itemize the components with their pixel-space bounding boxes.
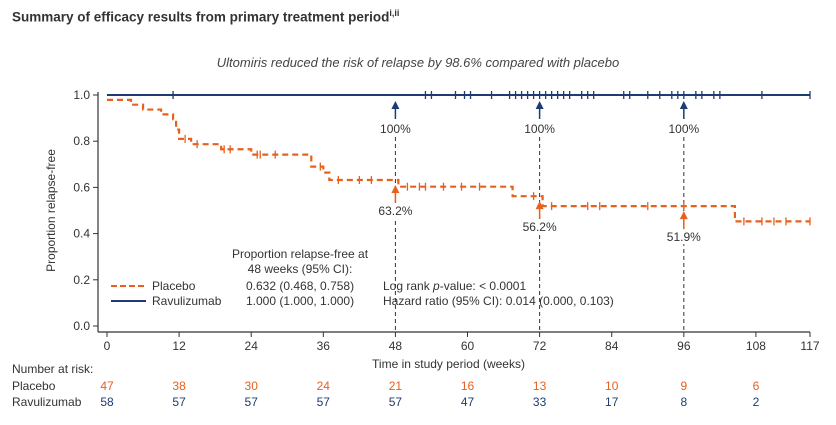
x-tick-label: 96: [677, 339, 691, 353]
y-tick-label: 0.0: [73, 319, 90, 333]
y-tick-label: 1.0: [73, 88, 90, 102]
y-tick-label: 0.6: [73, 180, 90, 194]
y-axis-label: Proportion relapse-free: [44, 149, 58, 272]
annotation-label-bg: [519, 121, 560, 136]
legend-header-line1: Proportion relapse-free at: [232, 247, 369, 261]
risk-count: 21: [389, 379, 403, 393]
risk-row-label: Ravulizumab: [12, 395, 82, 409]
risk-table-title: Number at risk:: [12, 362, 93, 376]
risk-count: 33: [533, 395, 547, 409]
x-tick-label: 24: [245, 339, 259, 353]
risk-count: 24: [317, 379, 331, 393]
risk-count: 47: [100, 379, 114, 393]
x-tick-label: 117: [800, 339, 819, 353]
risk-count: 9: [680, 379, 687, 393]
risk-count: 17: [605, 395, 619, 409]
risk-table: Number at risk: Placebo 47 38 30 24 21 16 13 10 9 6…: [12, 362, 760, 409]
annotation-label: 100%: [524, 122, 555, 136]
chart-subtitle: Ultomiris reduced the risk of relapse by…: [216, 55, 620, 70]
risk-count: 38: [172, 379, 186, 393]
risk-count: 30: [245, 379, 259, 393]
risk-count: 13: [533, 379, 547, 393]
y-tick-label: 0.4: [73, 227, 90, 241]
risk-count: 8: [680, 395, 687, 409]
legend-header-line2: 48 weeks (95% CI):: [248, 262, 353, 276]
x-tick-label: 84: [605, 339, 619, 353]
y-tick-label: 0.2: [73, 273, 90, 287]
risk-row-label: Placebo: [12, 379, 56, 393]
risk-count: 2: [753, 395, 760, 409]
annotation-label: 51.9%: [667, 230, 701, 244]
logrank-pvalue: Log rank p-value: < 0.0001: [383, 279, 526, 293]
x-tick-label: 12: [172, 339, 186, 353]
annotation-arrow-icon: [391, 101, 400, 109]
annotation-arrow-icon: [391, 185, 400, 194]
legend-value: 1.000 (1.000, 1.000): [246, 294, 354, 308]
title-footnote-marker: i,ii: [389, 8, 400, 18]
annotations: 100% 100% 100% 63.2% 56.2% 51.9%: [375, 101, 704, 332]
risk-count: 57: [245, 395, 259, 409]
annotation-label: 100%: [380, 122, 411, 136]
risk-count: 6: [753, 379, 760, 393]
annotation-label-bg: [375, 203, 416, 219]
x-axis-label: Time in study period (weeks): [372, 357, 525, 371]
annotation-arrow-icon: [679, 101, 688, 109]
x-tick-label: 36: [317, 339, 331, 353]
annotation-label: 100%: [668, 122, 699, 136]
risk-count: 16: [461, 379, 475, 393]
risk-count: 57: [317, 395, 331, 409]
annotation-arrow-icon: [535, 101, 544, 109]
y-tick-label: 0.8: [73, 134, 90, 148]
x-tick-label: 60: [461, 339, 475, 353]
x-tick-label: 0: [104, 339, 111, 353]
risk-count: 58: [100, 395, 114, 409]
annotation-label-bg: [375, 121, 416, 136]
legend-value: 0.632 (0.468, 0.758): [246, 279, 354, 293]
hazard-ratio: Hazard ratio (95% CI): 0.014 (0.000, 0.1…: [383, 294, 614, 308]
annotation-label-bg: [663, 121, 704, 136]
risk-count: 47: [461, 395, 475, 409]
risk-count: 57: [172, 395, 186, 409]
x-tick-label: 108: [746, 339, 766, 353]
axes: 0 12 24 36 48 60 72 84 96 108 117 0.0 0.2 0.4 0.6 0.8 1.…: [44, 88, 820, 371]
annotation-label: 56.2%: [523, 220, 557, 234]
curve-placebo: [107, 98, 810, 223]
risk-count: 10: [605, 379, 619, 393]
curves: [107, 91, 811, 226]
annotation-label: 63.2%: [378, 204, 412, 218]
x-tick-label: 72: [533, 339, 547, 353]
legend-label: Placebo: [152, 279, 196, 293]
annotation-label-bg: [663, 229, 704, 245]
x-tick-label: 48: [389, 339, 403, 353]
annotation-arrow-icon: [679, 211, 688, 220]
page-title: Summary of efficacy results from primary…: [12, 8, 399, 25]
legend-label: Ravulizumab: [152, 294, 222, 308]
risk-count: 57: [389, 395, 403, 409]
annotation-label-bg: [519, 219, 560, 235]
page-title-text: Summary of efficacy results from primary…: [12, 9, 390, 25]
